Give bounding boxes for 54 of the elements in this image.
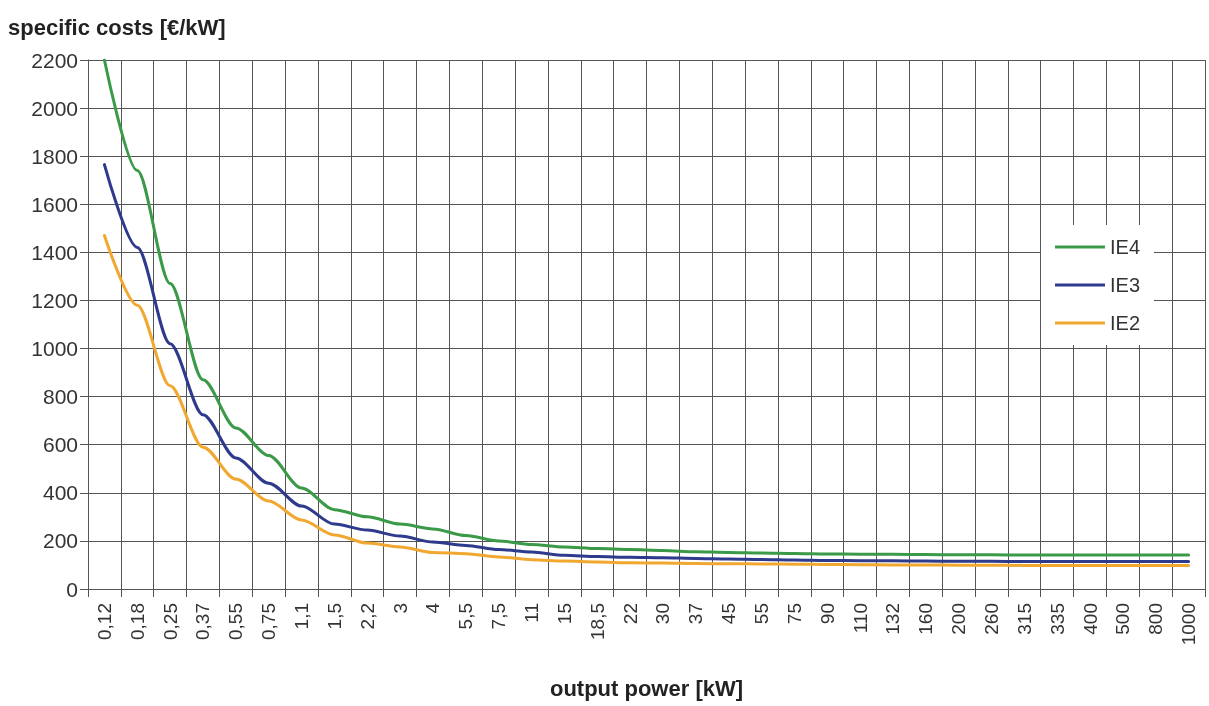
line-series bbox=[102, 58, 1191, 557]
x-tick-label: 90 bbox=[816, 603, 838, 625]
x-axis-title: output power [kW] bbox=[549, 675, 744, 701]
x-tick-label: 45 bbox=[718, 603, 740, 625]
x-tick-label: 0,37 bbox=[192, 603, 214, 640]
x-tick-label: 132 bbox=[882, 603, 904, 635]
x-tick-label: 75 bbox=[783, 603, 805, 625]
line-series bbox=[102, 163, 1191, 564]
y-tick-label: 0 bbox=[66, 577, 78, 601]
x-tick-label: 18,5 bbox=[586, 603, 608, 640]
x-tick-label: 15 bbox=[553, 603, 575, 625]
x-tick-label: 260 bbox=[980, 603, 1002, 635]
x-tick-label: 1,5 bbox=[323, 603, 345, 630]
x-tick-label: 0,18 bbox=[126, 603, 148, 640]
legend-label: IE3 bbox=[1109, 274, 1141, 296]
x-tick-label: 30 bbox=[652, 603, 674, 625]
x-tick-label: 335 bbox=[1046, 603, 1068, 635]
y-tick-label: 1800 bbox=[31, 144, 78, 168]
y-tick-label: 1000 bbox=[31, 337, 78, 361]
x-tick-label: 315 bbox=[1013, 603, 1035, 635]
y-tick-label: 2000 bbox=[31, 96, 78, 120]
x-tick-label: 4 bbox=[422, 602, 444, 614]
x-tick-label: 11 bbox=[521, 603, 543, 623]
x-tick-label: 1,1 bbox=[291, 603, 313, 630]
y-tick-label: 400 bbox=[42, 481, 78, 505]
x-tick-label: 0,12 bbox=[93, 603, 115, 640]
x-tick-label: 0,55 bbox=[225, 603, 247, 640]
x-tick-label: 200 bbox=[948, 603, 970, 635]
x-tick-label: 22 bbox=[619, 603, 641, 625]
x-tick-label: 400 bbox=[1079, 603, 1101, 635]
legend-label: IE4 bbox=[1109, 236, 1141, 258]
y-tick-label: 1400 bbox=[31, 240, 78, 264]
y-tick-label: 2200 bbox=[31, 48, 78, 72]
x-tick-label: 1000 bbox=[1178, 603, 1200, 646]
legend-label: IE2 bbox=[1109, 312, 1141, 334]
y-tick-label: 1200 bbox=[31, 288, 78, 312]
y-axis-title: specific costs [€/kW] bbox=[8, 14, 226, 40]
line-series bbox=[102, 234, 1191, 567]
y-tick-label: 800 bbox=[42, 385, 78, 409]
x-tick-label: 37 bbox=[685, 603, 707, 625]
x-tick-label: 5,5 bbox=[455, 603, 477, 630]
x-tick-label: 160 bbox=[915, 603, 937, 635]
x-tick-label: 2,2 bbox=[356, 603, 378, 630]
y-tick-label: 600 bbox=[42, 433, 78, 457]
x-tick-label: 3 bbox=[389, 603, 411, 614]
x-tick-label: 7,5 bbox=[488, 603, 510, 630]
x-tick-label: 800 bbox=[1145, 603, 1167, 635]
x-tick-label: 55 bbox=[750, 603, 772, 625]
x-tick-label: 110 bbox=[849, 603, 871, 634]
y-tick-label: 1600 bbox=[31, 192, 78, 216]
y-tick-label: 200 bbox=[42, 529, 78, 553]
x-tick-label: 0,25 bbox=[159, 603, 181, 640]
x-tick-label: 0,75 bbox=[258, 603, 280, 640]
x-tick-label: 500 bbox=[1112, 603, 1134, 635]
